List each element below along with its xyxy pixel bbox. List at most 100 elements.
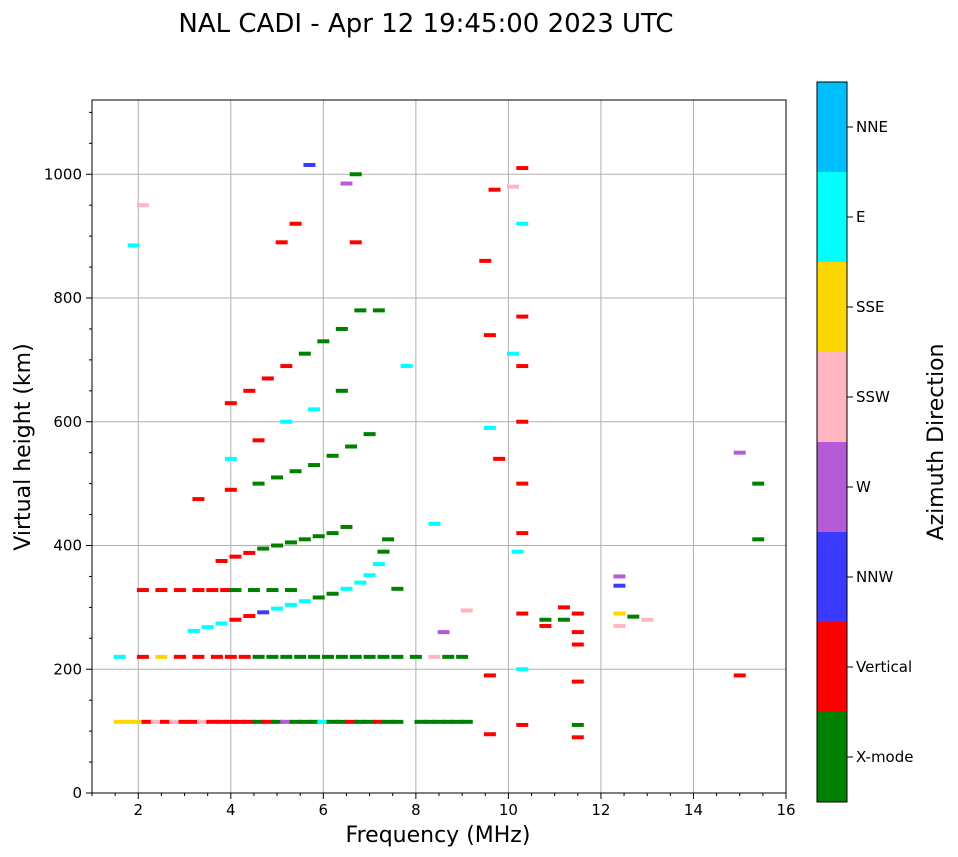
echo-point [317,339,330,344]
x-tick-label: 16 [776,801,795,819]
echo-point [266,654,279,659]
echo-point [613,583,626,588]
colorbar-segment [817,172,847,262]
echo-point [298,537,311,542]
echo-point [335,388,348,393]
echo-point [437,630,450,635]
y-tick-label: 400 [53,537,82,555]
echo-point [479,258,492,263]
x-tick-label: 2 [133,801,143,819]
echo-point [229,588,242,593]
echo-point [243,388,256,393]
echo-point [271,719,284,724]
echo-point [627,614,640,619]
echo-point [354,719,367,724]
echo-point [321,654,334,659]
echo-point [326,719,339,724]
echo-point [308,719,321,724]
echo-point [224,719,237,724]
echo-point [516,722,529,727]
echo-point [442,719,455,724]
echo-point [127,243,140,248]
echo-point [377,654,390,659]
echo-point [326,453,339,458]
echo-point [308,407,321,412]
plot-frame [91,99,787,794]
echo-point [192,497,205,502]
echo-point [733,450,746,455]
colorbar-label: W [856,478,871,496]
echo-point [539,617,552,622]
echo-point [280,364,293,369]
x-tick-label: 8 [411,801,421,819]
echo-point [516,531,529,536]
echo-point [294,654,307,659]
echo-point [113,719,126,724]
echo-point [414,719,427,724]
echo-point [423,719,436,724]
echo-point [308,463,321,468]
echo-point [433,719,445,724]
echo-point [377,549,390,554]
y-tick-label: 1000 [44,165,82,183]
y-tick-label: 800 [53,289,82,307]
echo-point [210,654,223,659]
echo-point [516,221,529,226]
echo-point [483,333,496,338]
echo-point [460,719,473,724]
echo-point [280,654,293,659]
echo-point [442,654,455,659]
echo-point [298,719,311,724]
colorbar-segment [817,352,847,442]
colorbar-segment [817,532,847,622]
echo-point [363,573,376,578]
x-axis-label: Frequency (MHz) [346,823,531,848]
echo-point [363,654,376,659]
echo-point [516,166,529,171]
echo-point [275,240,288,245]
echo-point [613,623,626,628]
echo-point [298,351,311,356]
echo-point [224,487,237,492]
echo-point [391,719,404,724]
echo-point [303,162,316,167]
echo-point [312,595,325,600]
echo-point [372,562,385,567]
x-tick-label: 12 [591,801,610,819]
x-tick-label: 6 [319,801,329,819]
echo-point [136,654,149,659]
echo-point [483,673,496,678]
echo-point [382,537,395,542]
colorbar-label: NNE [856,118,888,136]
echo-point [363,432,376,437]
y-tick-label: 600 [53,413,82,431]
echo-point [215,621,228,626]
echo-point [229,617,242,622]
echo-point [173,588,186,593]
echo-point [197,719,210,724]
echo-point [243,614,256,619]
echo-point [169,719,182,724]
colorbar-label: SSE [856,298,885,316]
x-tick-label: 14 [684,801,703,819]
echo-point [187,719,200,724]
echo-point [289,221,302,226]
echo-point [391,586,404,591]
echo-point [308,654,321,659]
echo-point [409,654,422,659]
echo-point [451,719,464,724]
echo-point [252,719,265,724]
echo-point [224,456,237,461]
y-tick-label: 200 [53,660,82,678]
echo-point [488,187,501,192]
grid-lines [92,100,786,793]
echo-point [113,654,126,659]
azimuth-colorbar: X-mode Vertical NNW W SSW SSE E NNE [816,81,913,803]
echo-point [252,438,265,443]
echo-point [571,611,584,616]
colorbar-segment [817,262,847,352]
echo-point [187,628,200,633]
y-axis-ticks: 0 200 400 600 800 1000 [44,111,92,802]
echo-point [539,623,552,628]
echo-point [284,602,297,607]
